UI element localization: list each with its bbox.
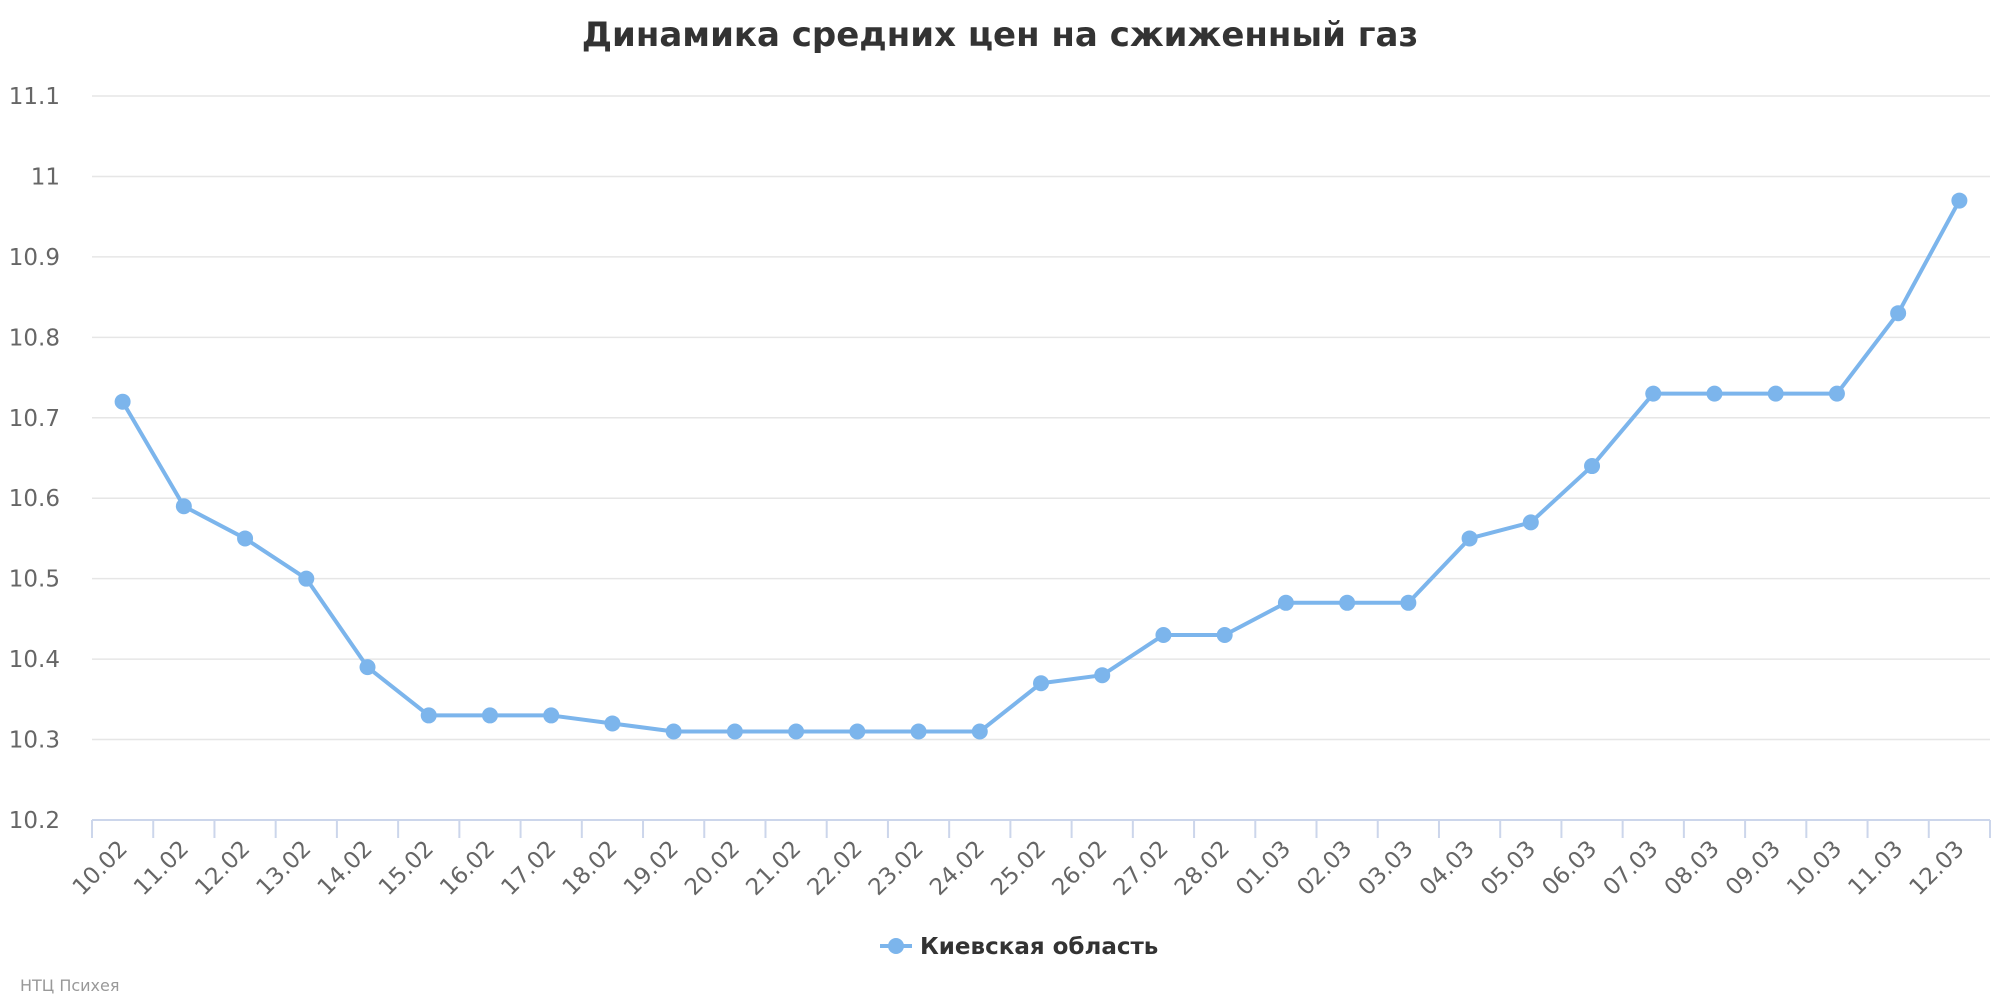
data-point[interactable] [726, 723, 743, 740]
x-tick-label: 02.03 [1292, 836, 1357, 901]
y-tick-label: 10.2 [9, 808, 60, 834]
x-tick-label: 28.02 [1170, 836, 1235, 901]
data-point[interactable] [849, 723, 866, 740]
data-point[interactable] [1400, 594, 1417, 611]
x-tick-label: 07.03 [1599, 836, 1664, 901]
y-tick-label: 10.6 [9, 486, 60, 512]
data-point[interactable] [114, 393, 131, 410]
y-axis: 10.2 10.3 10.4 10.5 10.6 10.7 10.8 10.9 11 11.1 [9, 84, 60, 834]
x-tick-label: 04.03 [1415, 836, 1480, 901]
x-tick-label: 27.02 [1109, 836, 1174, 901]
y-tick-label: 10.9 [9, 245, 60, 271]
x-tick-label: 24.02 [925, 836, 990, 901]
x-tick-label: 20.02 [680, 836, 745, 901]
x-tick-label: 17.02 [496, 836, 561, 901]
x-tick-label: 16.02 [435, 836, 500, 901]
data-point[interactable] [1584, 458, 1601, 475]
data-point[interactable] [543, 707, 560, 724]
series-group [114, 192, 1968, 740]
x-tick-label: 11.03 [1843, 836, 1908, 901]
data-point[interactable] [1277, 594, 1294, 611]
data-point[interactable] [1094, 667, 1111, 684]
x-tick-label: 23.02 [864, 836, 929, 901]
y-tick-label: 11.1 [9, 84, 60, 110]
y-tick-label: 10.3 [9, 728, 60, 754]
x-tick-label: 21.02 [741, 836, 806, 901]
legend[interactable]: Киевская область [880, 934, 1158, 960]
data-point[interactable] [1461, 530, 1478, 547]
legend-marker-symbol [888, 938, 904, 954]
x-tick-label: 22.02 [803, 836, 868, 901]
x-tick-label: 26.02 [1048, 836, 1113, 901]
data-point[interactable] [1033, 675, 1049, 692]
data-point[interactable] [298, 570, 315, 587]
data-point[interactable] [1339, 594, 1356, 611]
grid-lines [92, 95, 1990, 741]
data-point[interactable] [910, 723, 927, 740]
data-point[interactable] [604, 715, 621, 732]
x-axis: 10.0211.0212.0213.0214.0215.0216.0217.02… [68, 819, 1991, 901]
data-point[interactable] [237, 530, 254, 547]
x-tick-label: 11.02 [129, 836, 194, 901]
credits-text[interactable]: НТЦ Психея [20, 976, 119, 995]
data-point[interactable] [359, 659, 376, 676]
x-tick-label: 15.02 [374, 836, 439, 901]
x-tick-label: 25.02 [986, 836, 1051, 901]
data-point[interactable] [1155, 626, 1172, 643]
x-tick-label: 19.02 [619, 836, 684, 901]
data-point[interactable] [971, 723, 988, 740]
x-tick-label: 14.02 [313, 836, 378, 901]
legend-item-label: Киевская область [920, 934, 1158, 960]
data-point[interactable] [1216, 626, 1233, 643]
y-tick-label: 10.7 [9, 406, 60, 432]
data-point[interactable] [1890, 305, 1907, 322]
data-point[interactable] [1706, 385, 1723, 402]
y-tick-label: 10.5 [9, 567, 60, 593]
data-point[interactable] [1767, 385, 1784, 402]
x-tick-label: 05.03 [1476, 836, 1541, 901]
x-tick-label: 10.03 [1782, 836, 1847, 901]
y-tick-label: 10.4 [9, 647, 60, 673]
data-point[interactable] [665, 723, 682, 740]
data-point[interactable] [1522, 514, 1539, 531]
data-point[interactable] [788, 723, 805, 740]
x-tick-label: 18.02 [558, 836, 623, 901]
x-tick-label: 08.03 [1660, 836, 1725, 901]
data-point[interactable] [1645, 385, 1662, 402]
data-point[interactable] [1828, 385, 1845, 402]
x-tick-label: 06.03 [1537, 836, 1602, 901]
x-tick-label: 12.03 [1905, 836, 1970, 901]
series-line [120, 198, 1962, 734]
x-tick-label: 12.02 [190, 836, 255, 901]
x-tick-label: 09.03 [1721, 836, 1786, 901]
x-tick-label: 13.02 [252, 836, 317, 901]
data-point[interactable] [1951, 192, 1968, 209]
chart-title: Динамика средних цен на сжиженный газ [582, 15, 1419, 55]
x-tick-label: 01.03 [1231, 836, 1296, 901]
y-tick-label: 10.8 [9, 325, 60, 351]
y-tick-label: 11 [31, 164, 60, 190]
data-point[interactable] [481, 707, 498, 724]
x-tick-label: 10.02 [68, 836, 133, 901]
x-tick-label: 03.03 [1354, 836, 1419, 901]
data-point[interactable] [175, 498, 192, 515]
data-point[interactable] [420, 707, 437, 724]
